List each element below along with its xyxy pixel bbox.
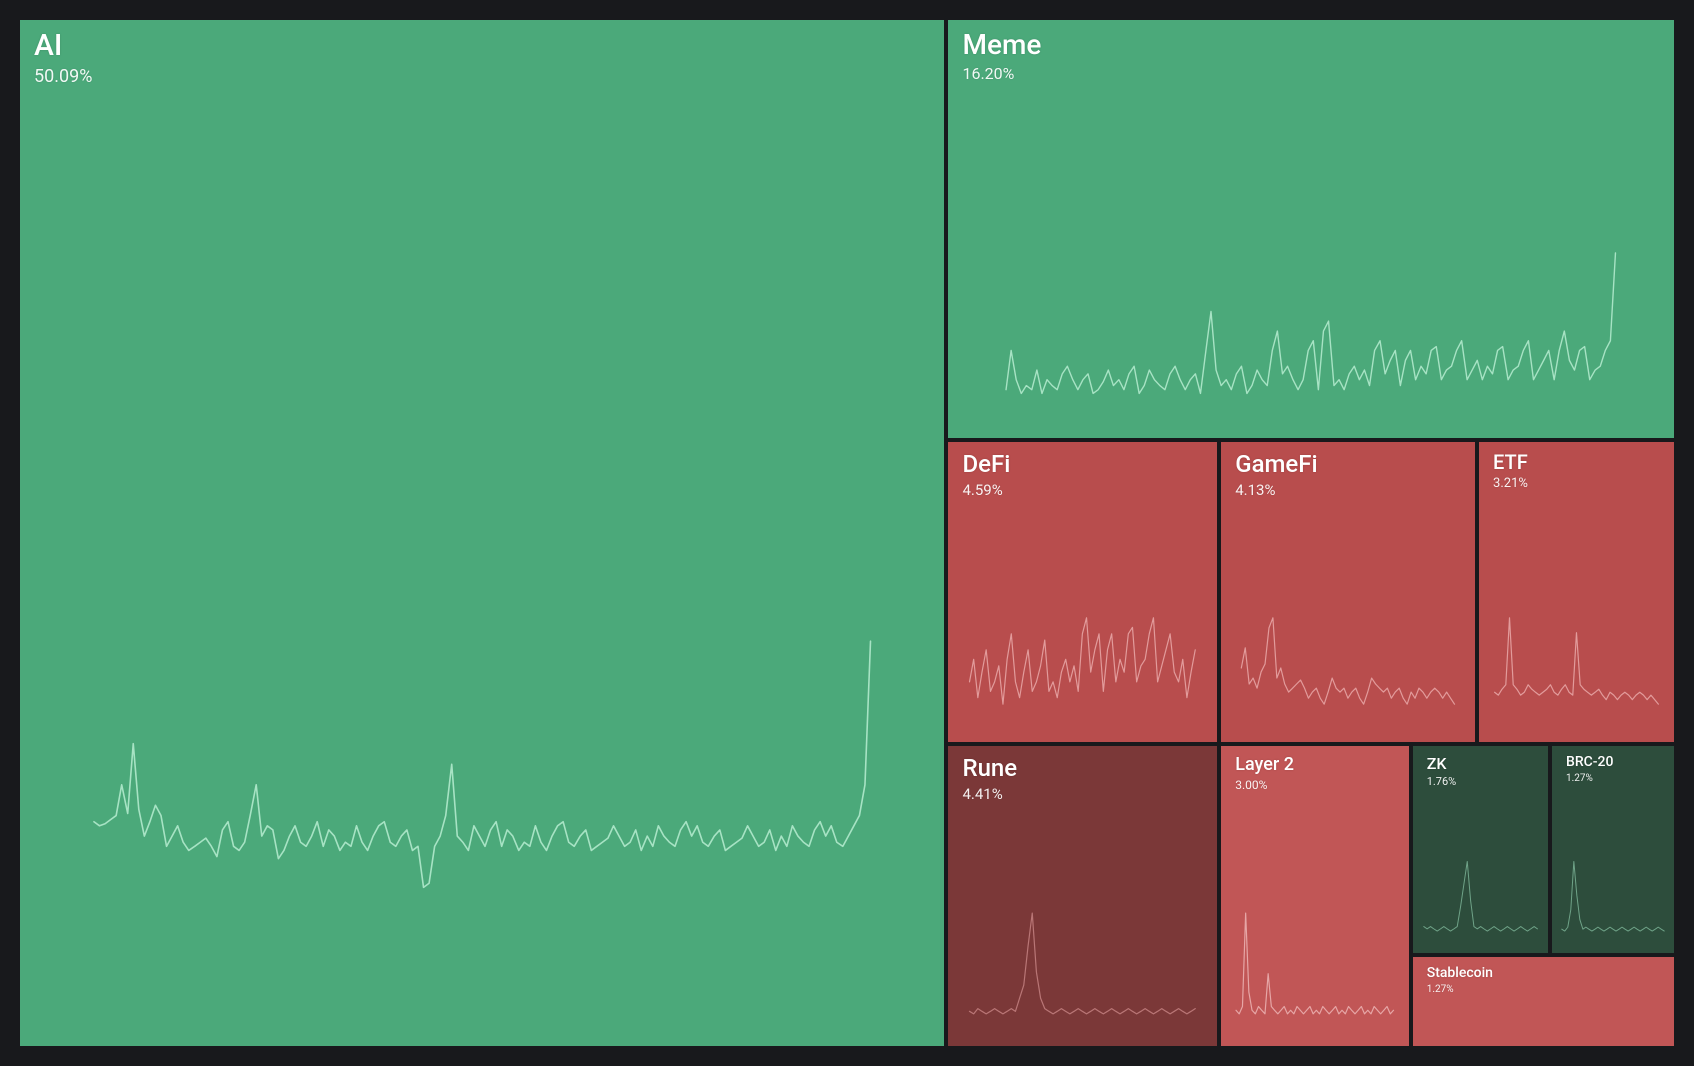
cell-label: BRC-20 1.27% [1566, 754, 1613, 784]
sparkline [1552, 860, 1674, 932]
cell-label: ETF 3.21% [1493, 450, 1528, 491]
treemap-cell-etf[interactable]: ETF 3.21% [1477, 440, 1676, 744]
cell-title: ZK [1427, 754, 1457, 773]
cell-label: Meme 16.20% [962, 28, 1041, 83]
sparkline [20, 636, 944, 893]
treemap-cell-ai[interactable]: AI50.09% [18, 18, 946, 1048]
cell-label: Stablecoin 1.27% [1427, 965, 1493, 995]
cell-percent: 4.41% [962, 785, 1017, 803]
cell-percent: 4.59% [962, 481, 1010, 499]
sparkline [948, 616, 1217, 706]
sparkline [1221, 616, 1475, 706]
treemap-container[interactable]: KAITO AI50.09%Meme16.20%DeFi4.59%GameFi4… [18, 18, 1676, 1048]
cell-title: DeFi [962, 450, 1010, 479]
cell-percent: 50.09% [34, 66, 92, 87]
cell-percent: 1.27% [1566, 773, 1613, 784]
cell-percent: 1.27% [1427, 984, 1493, 995]
cell-title: Rune [962, 754, 1017, 783]
cell-title: AI [34, 28, 92, 64]
cell-title: Meme [962, 28, 1041, 62]
sparkline [1413, 860, 1548, 932]
cell-label: GameFi 4.13% [1235, 450, 1317, 499]
cell-title: Layer 2 [1235, 754, 1294, 776]
treemap-cell-meme[interactable]: Meme 16.20% [946, 18, 1676, 440]
sparkline [1221, 911, 1408, 1016]
cell-percent: 3.00% [1235, 778, 1294, 792]
cell-label: DeFi 4.59% [962, 450, 1010, 499]
cell-label: AI50.09% [34, 28, 92, 87]
treemap-cell-rune[interactable]: Rune 4.41% [946, 744, 1219, 1048]
sparkline [948, 911, 1217, 1016]
cell-title: GameFi [1235, 450, 1317, 479]
treemap-cell-zk[interactable]: ZK 1.76% [1411, 744, 1550, 955]
cell-label: Layer 2 3.00% [1235, 754, 1294, 792]
cell-title: BRC-20 [1566, 754, 1613, 771]
cell-percent: 4.13% [1235, 481, 1317, 499]
treemap-cell-stablecoin[interactable]: Stablecoin 1.27% [1411, 955, 1676, 1048]
cell-title: Stablecoin [1427, 965, 1493, 982]
cell-percent: 16.20% [962, 64, 1041, 83]
cell-percent: 3.21% [1493, 476, 1528, 491]
treemap-cell-gamefi[interactable]: GameFi 4.13% [1219, 440, 1477, 744]
treemap-cell-defi[interactable]: DeFi 4.59% [946, 440, 1219, 744]
treemap-cell-layer2[interactable]: Layer 2 3.00% [1219, 744, 1410, 1048]
sparkline [948, 250, 1674, 396]
cell-label: ZK 1.76% [1427, 754, 1457, 788]
sparkline [1479, 616, 1674, 706]
cell-title: ETF [1493, 450, 1528, 474]
treemap-cell-brc20[interactable]: BRC-20 1.27% [1550, 744, 1676, 955]
cell-label: Rune 4.41% [962, 754, 1017, 803]
cell-percent: 1.76% [1427, 775, 1457, 788]
